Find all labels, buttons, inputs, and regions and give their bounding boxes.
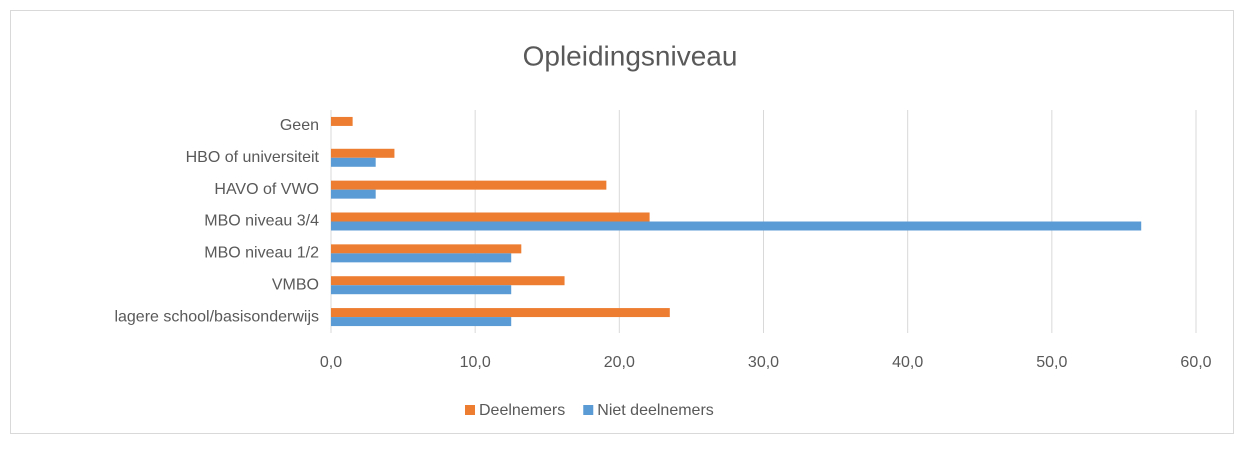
legend-swatch	[583, 405, 594, 415]
y-tick-label: HBO of universiteit	[186, 149, 320, 166]
y-tick-label: MBO niveau 3/4	[204, 213, 319, 230]
x-tick-label: 60,0	[1180, 354, 1211, 371]
bar	[331, 317, 512, 327]
x-tick-label: 10,0	[460, 354, 491, 371]
legend-label: Deelnemers	[479, 402, 565, 419]
bar	[331, 221, 1142, 231]
legend-swatch	[465, 405, 475, 415]
bar	[331, 285, 512, 295]
y-tick-label: MBO niveau 1/2	[204, 245, 319, 262]
bar	[331, 212, 650, 222]
bar	[331, 253, 512, 263]
bar	[331, 157, 376, 167]
y-tick-label: lagere school/basisonderwijs	[114, 308, 319, 325]
y-tick-label: VMBO	[272, 276, 319, 293]
x-tick-label: 50,0	[1036, 354, 1067, 371]
bar	[331, 276, 565, 286]
bar	[331, 189, 376, 199]
bar	[331, 116, 353, 126]
y-tick-label: HAVO of VWO	[214, 181, 319, 198]
x-tick-label: 40,0	[892, 354, 923, 371]
x-tick-label: 20,0	[604, 354, 635, 371]
bar	[331, 244, 522, 254]
chart-title: Opleidingsniveau	[523, 40, 738, 71]
y-tick-label: Geen	[280, 117, 319, 134]
legend-label: Niet deelnemers	[597, 402, 714, 419]
bar	[331, 148, 395, 158]
x-tick-label: 0,0	[320, 354, 342, 371]
bar	[331, 180, 607, 190]
x-tick-label: 30,0	[748, 354, 779, 371]
bar	[331, 308, 670, 318]
